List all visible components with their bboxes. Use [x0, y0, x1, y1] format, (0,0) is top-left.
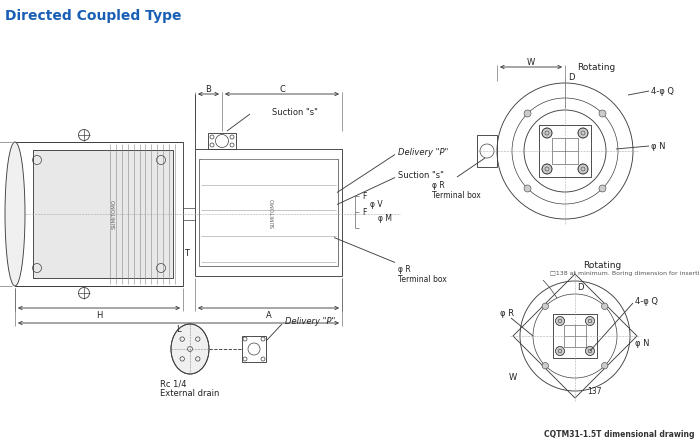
Bar — [477, 135, 497, 167]
Text: A: A — [265, 310, 272, 320]
Text: Rc 1/4: Rc 1/4 — [160, 380, 186, 388]
Text: SUMITOMO: SUMITOMO — [111, 199, 116, 229]
Circle shape — [585, 317, 594, 325]
Circle shape — [542, 303, 549, 309]
Text: C: C — [279, 84, 285, 94]
Text: 4-φ Q: 4-φ Q — [635, 297, 658, 305]
Bar — [553, 314, 597, 358]
Text: W: W — [509, 373, 517, 382]
Bar — [208, 133, 236, 149]
Text: Directed Coupled Type: Directed Coupled Type — [5, 9, 181, 23]
Text: φ R
Terminal box: φ R Terminal box — [432, 181, 481, 200]
Circle shape — [542, 362, 549, 369]
Bar — [564, 325, 586, 347]
Text: φ R: φ R — [500, 309, 514, 318]
Text: φ N: φ N — [651, 142, 666, 151]
Text: D: D — [568, 72, 575, 82]
Text: W: W — [527, 58, 535, 67]
Text: B: B — [206, 84, 211, 94]
Text: Rotating: Rotating — [583, 262, 622, 270]
Text: □138 at minimum. Boring dimension for inserting a pump: □138 at minimum. Boring dimension for in… — [550, 271, 700, 277]
Text: F: F — [362, 208, 366, 217]
Bar — [195, 149, 342, 276]
Text: T: T — [185, 250, 190, 258]
Circle shape — [556, 346, 564, 356]
Circle shape — [556, 317, 564, 325]
Text: 137: 137 — [587, 388, 601, 396]
Text: Delivery "P": Delivery "P" — [285, 317, 335, 325]
Circle shape — [599, 185, 606, 192]
Text: φ V: φ V — [370, 200, 383, 209]
Text: CQTM31-1.5T dimensional drawing: CQTM31-1.5T dimensional drawing — [545, 430, 695, 439]
Text: Suction "s": Suction "s" — [398, 171, 444, 180]
Text: D: D — [577, 284, 584, 293]
Text: Delivery "P": Delivery "P" — [398, 148, 449, 157]
Text: φ M: φ M — [378, 214, 392, 223]
Text: Rotating: Rotating — [577, 63, 615, 71]
Text: φ N: φ N — [635, 340, 650, 349]
Text: H: H — [96, 310, 102, 320]
Bar — [242, 336, 266, 362]
Circle shape — [524, 185, 531, 192]
Ellipse shape — [5, 142, 25, 286]
Text: L: L — [176, 325, 181, 334]
Text: F: F — [362, 192, 366, 201]
Circle shape — [578, 164, 588, 174]
Circle shape — [524, 110, 531, 117]
Text: 4-φ Q: 4-φ Q — [651, 87, 674, 95]
Text: External drain: External drain — [160, 388, 219, 397]
Circle shape — [578, 128, 588, 138]
Circle shape — [599, 110, 606, 117]
Circle shape — [542, 128, 552, 138]
Bar — [15, 142, 183, 286]
Bar — [199, 159, 338, 266]
Bar — [539, 125, 591, 177]
Text: φ R
Terminal box: φ R Terminal box — [398, 265, 447, 284]
Circle shape — [542, 164, 552, 174]
Text: SUMITOMO: SUMITOMO — [271, 198, 276, 228]
Circle shape — [601, 303, 608, 309]
Bar — [33, 150, 173, 278]
Bar — [33, 150, 173, 278]
Ellipse shape — [171, 324, 209, 374]
Circle shape — [585, 346, 594, 356]
Text: Suction "s": Suction "s" — [272, 107, 318, 116]
Circle shape — [601, 362, 608, 369]
Bar — [552, 138, 578, 164]
